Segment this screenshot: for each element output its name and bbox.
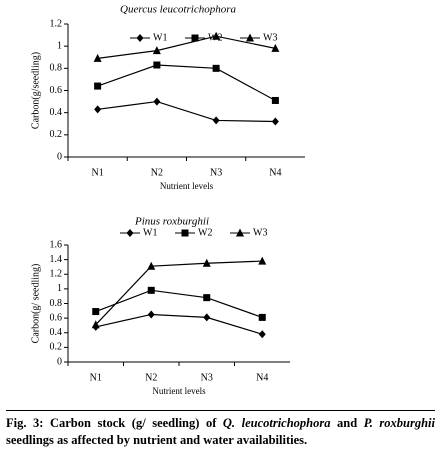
series-line (95, 313, 263, 335)
legend-label: W1 (143, 227, 157, 238)
marker (271, 96, 279, 104)
marker (153, 97, 161, 106)
legend-label: W3 (253, 227, 267, 238)
caption-segment: and (330, 416, 364, 430)
x-axis-label: Nutrient levels (152, 386, 206, 396)
series-line (97, 35, 276, 59)
caption-segment: Q. leucotrichophora (222, 416, 331, 430)
marker (258, 256, 267, 265)
y-axis-label: Carbon(g/ seedling) (30, 264, 41, 344)
marker (212, 64, 220, 72)
marker (246, 33, 254, 42)
marker (271, 43, 280, 52)
caption-segment: Fig. 3: Carbon stock (g/ seedling) of (6, 416, 223, 430)
y-tick-label: 0.6 (50, 312, 63, 323)
marker (212, 31, 221, 40)
series-line (95, 289, 263, 318)
marker (203, 313, 211, 322)
marker (94, 105, 102, 114)
marker (236, 228, 244, 237)
y-tick-label: 1.6 (50, 239, 63, 250)
charts: Quercus leucotrichophora 0 0.2 0.4 0.6 0.8 1 1.… (30, 4, 305, 396)
marker (94, 82, 102, 90)
caption-segment: P. roxburghii (363, 416, 435, 430)
caption-segment: seedlings as affected by nutrient and wa… (6, 433, 308, 447)
y-tick-label: 0.2 (50, 129, 63, 140)
y-tick-label: 0.4 (50, 107, 63, 118)
marker (147, 286, 155, 294)
marker (153, 61, 161, 69)
x-tick-label: N3 (210, 167, 222, 178)
chart-title: Quercus leucotrichophora (120, 4, 236, 16)
marker (181, 229, 189, 237)
x-tick-label: N1 (90, 372, 102, 383)
marker (147, 310, 155, 319)
series-line (97, 100, 276, 123)
y-tick-label: 0.8 (50, 63, 63, 74)
marker (147, 261, 156, 270)
chart-title: Pinus roxburghii (134, 216, 209, 228)
y-tick-label: 1 (57, 40, 62, 51)
series-line (95, 260, 263, 326)
marker (271, 117, 279, 126)
marker (212, 116, 220, 125)
marker (92, 308, 100, 316)
marker (93, 53, 102, 62)
y-tick-label: 0 (57, 151, 62, 162)
legend-label: W2 (198, 227, 212, 238)
x-tick-label: N3 (201, 372, 213, 383)
y-tick-label: 1.2 (50, 269, 63, 280)
marker (258, 330, 266, 339)
y-tick-label: 1 (57, 283, 62, 294)
legend-label: W3 (263, 32, 277, 43)
y-tick-label: 0 (57, 356, 62, 367)
marker (203, 294, 211, 302)
marker (91, 320, 100, 329)
y-tick-label: 0.6 (50, 85, 63, 96)
x-tick-label: N2 (145, 372, 157, 383)
y-tick-label: 1.2 (50, 18, 63, 29)
y-tick-label: 0.8 (50, 298, 63, 309)
series-line (97, 64, 276, 102)
marker (136, 34, 144, 42)
legend-label: W1 (153, 32, 167, 43)
marker (258, 313, 266, 321)
marker (202, 258, 211, 267)
y-tick-label: 0.2 (50, 342, 63, 353)
x-tick-label: N2 (151, 167, 163, 178)
x-tick-label: N4 (256, 372, 268, 383)
x-tick-label: N4 (269, 167, 281, 178)
caption: Fig. 3: Carbon stock (g/ seedling) of Q.… (6, 410, 435, 449)
marker (191, 34, 199, 42)
marker (126, 229, 134, 237)
y-axis-label: Carbon(g/seedling) (30, 52, 41, 129)
x-axis-label: Nutrient levels (160, 181, 214, 191)
y-tick-label: 0.4 (50, 327, 63, 338)
x-tick-label: N1 (92, 167, 104, 178)
y-tick-label: 1.4 (50, 254, 63, 265)
marker (152, 46, 161, 55)
